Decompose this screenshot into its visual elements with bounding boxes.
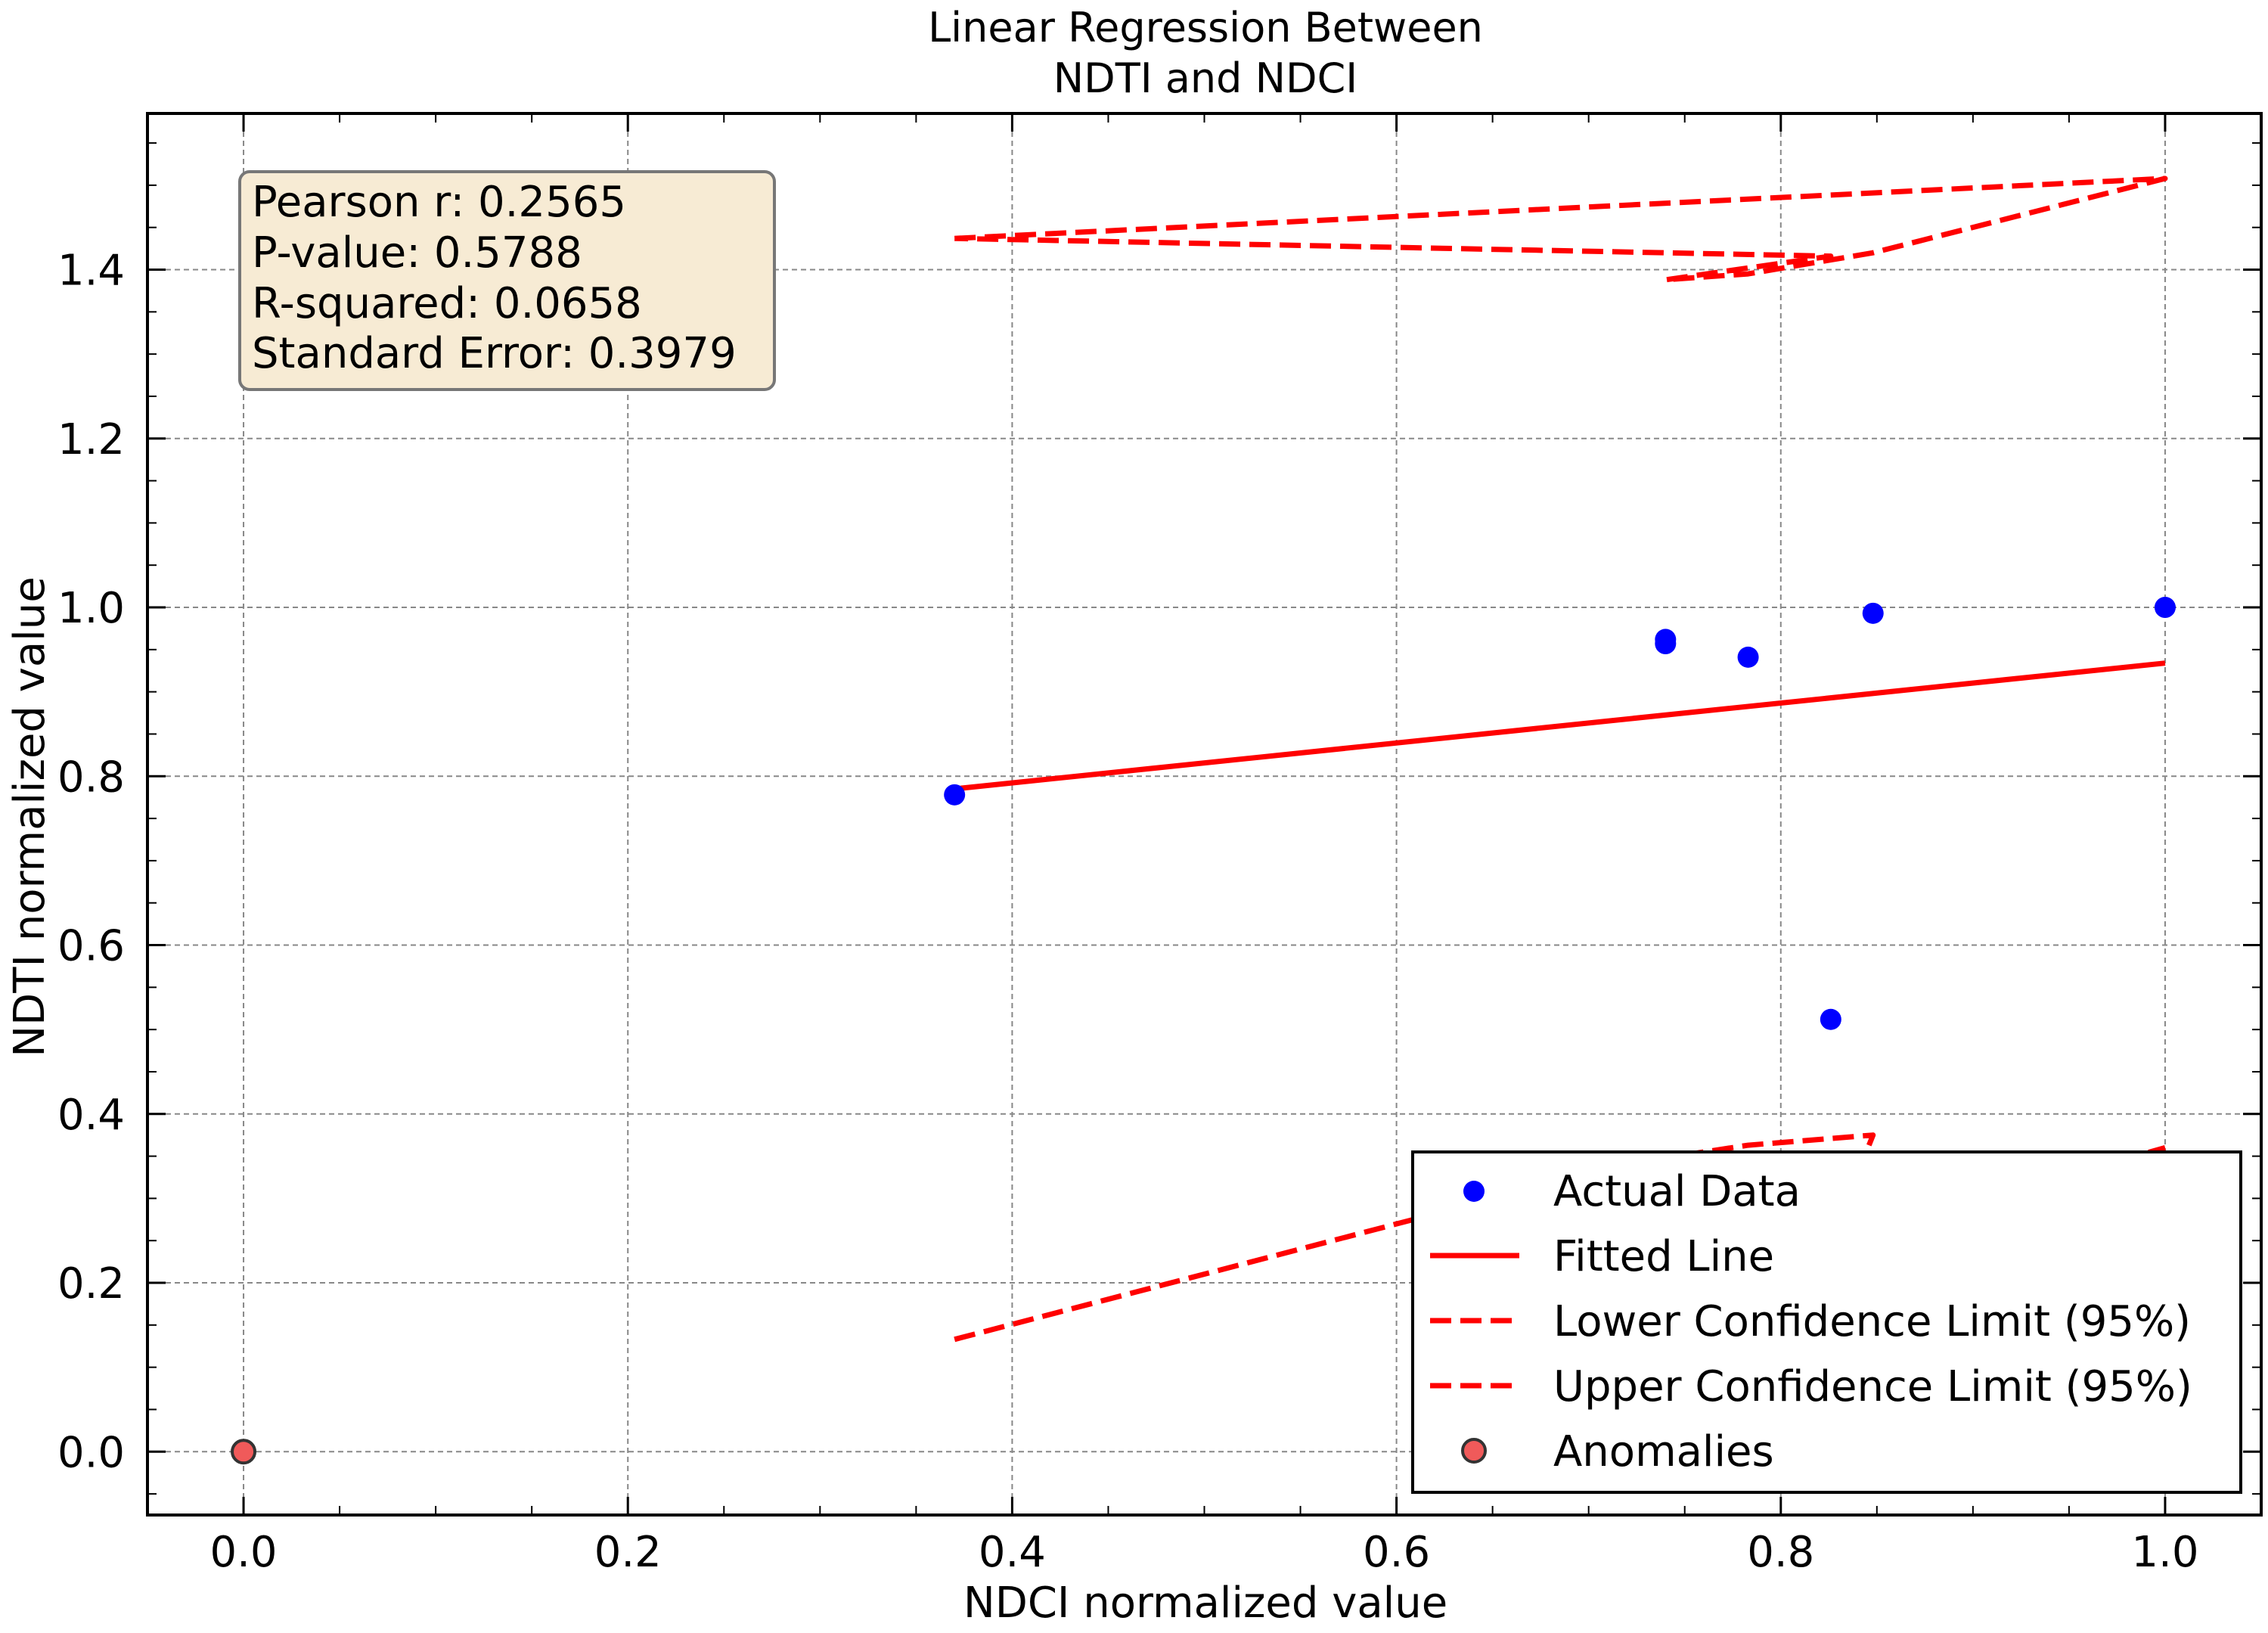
- y-tick-label: 0.4: [57, 1091, 125, 1140]
- actual-data-point: [1655, 633, 1677, 655]
- y-tick-label: 0.2: [57, 1259, 125, 1309]
- stats-box-background: [238, 170, 776, 391]
- legend-label-anomalies: Anomalies: [1553, 1427, 1774, 1476]
- y-tick-label: 0.6: [57, 922, 125, 971]
- stats-standard-error: Standard Error: 0.3979: [252, 329, 737, 378]
- chart-title-line-2: NDTI and NDCI: [1053, 54, 1357, 102]
- x-tick-label: 0.0: [210, 1528, 278, 1577]
- actual-data-point: [1737, 646, 1759, 668]
- legend-label-actual-data: Actual Data: [1553, 1167, 1801, 1216]
- legend-box: [1411, 1150, 2242, 1494]
- axis-ticks: 0.0 0.2 0.4 0.6 0.8 1.0 0.0 0.2 0.4 0.6 0.8 1.0 1.2 1…: [57, 113, 2262, 1577]
- legend-marker-actual-data: [1463, 1181, 1485, 1202]
- y-tick-label: 1.2: [57, 415, 125, 464]
- actual-data-point: [1820, 1008, 1841, 1030]
- stats-p-value: P-value: 0.5788: [252, 228, 582, 278]
- fitted-line-series: [954, 660, 2166, 792]
- legend-marker-anomalies: [1461, 1438, 1487, 1464]
- y-tick-label: 1.4: [57, 247, 125, 296]
- legend-label-upper-confidence: Upper Confidence Limit (95%): [1553, 1362, 2192, 1411]
- y-axis-label: NDTI normalized value: [5, 576, 54, 1057]
- actual-data-point: [2154, 597, 2176, 619]
- stats-r-squared: R-squared: 0.0658: [252, 279, 642, 328]
- legend: Actual Data Fitted Line Lower Confidence…: [1411, 1150, 2242, 1494]
- y-tick-label: 0.0: [57, 1428, 125, 1477]
- upper-confidence-limit-95-series: [954, 175, 2168, 283]
- chart-title-line-1: Linear Regression Between: [928, 4, 1483, 51]
- legend-label-lower-confidence: Lower Confidence Limit (95%): [1553, 1297, 2191, 1346]
- y-tick-label: 1.0: [57, 584, 125, 633]
- x-tick-label: 0.4: [979, 1528, 1046, 1577]
- stats-pearson-r: Pearson r: 0.2565: [252, 178, 626, 227]
- y-tick-label: 0.8: [57, 753, 125, 802]
- actual-data-point: [1862, 602, 1884, 624]
- x-tick-label: 0.8: [1747, 1528, 1814, 1577]
- actual-data-point: [944, 784, 966, 806]
- stats-box: Pearson r: 0.2565 P-value: 0.5788 R-squa…: [238, 170, 776, 391]
- anomalies-point: [231, 1439, 257, 1465]
- x-axis-label: NDCI normalized value: [963, 1579, 1447, 1628]
- x-tick-label: 0.2: [594, 1528, 662, 1577]
- x-tick-label: 1.0: [2131, 1528, 2198, 1577]
- legend-label-fitted-line: Fitted Line: [1553, 1232, 1774, 1281]
- x-tick-label: 0.6: [1363, 1528, 1430, 1577]
